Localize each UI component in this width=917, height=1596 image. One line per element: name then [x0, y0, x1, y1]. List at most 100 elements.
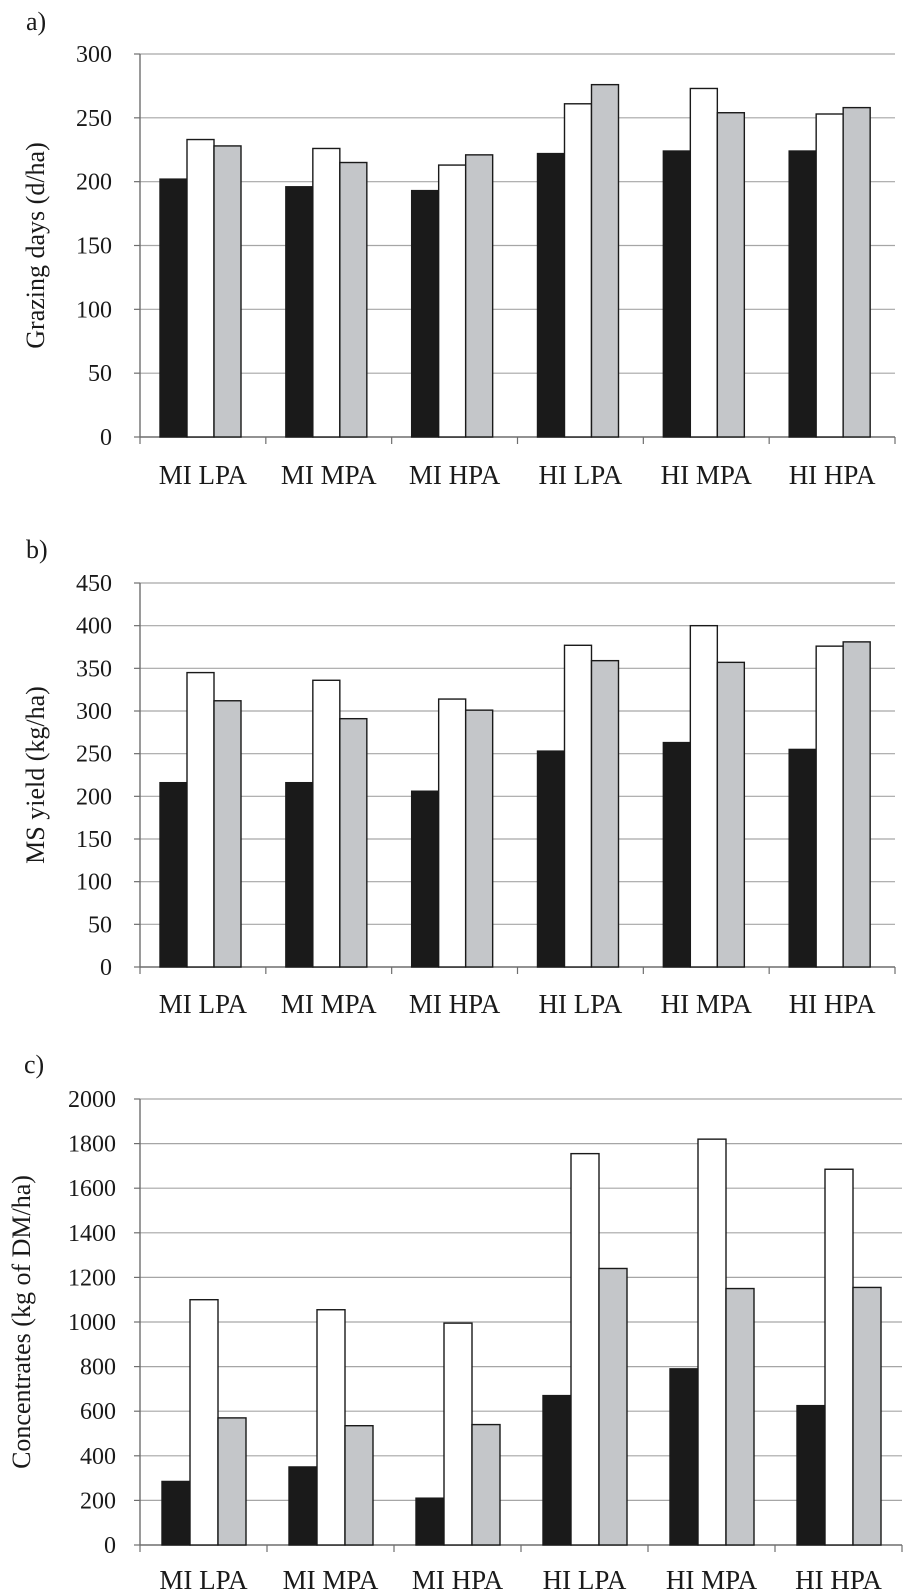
y-tick-label: 200 [80, 1488, 116, 1514]
y-axis-label: Grazing days (d/ha) [21, 142, 50, 348]
bar-series-3 [344, 1424, 374, 1546]
bar-series-1 [662, 741, 692, 968]
x-category-label: MI LPA [159, 1565, 248, 1595]
bar-series-1 [159, 781, 188, 968]
bar-series-1 [662, 150, 692, 438]
x-category-label: MI LPA [159, 460, 248, 490]
bar-series-2 [815, 645, 844, 968]
bar-series-2 [312, 147, 341, 438]
y-tick-label: 1400 [68, 1221, 116, 1247]
bar-series-1 [288, 1466, 318, 1546]
y-tick-label: 250 [76, 742, 112, 768]
y-tick-label: 600 [80, 1399, 116, 1425]
bar-series-2 [824, 1168, 854, 1546]
y-axis-label: MS yield (kg/ha) [21, 686, 50, 864]
x-category-label: MI MPA [281, 989, 377, 1019]
bar-series-2 [437, 164, 467, 438]
y-tick-label: 50 [88, 361, 112, 387]
x-category-label: HI MPA [661, 989, 753, 1019]
bar-series-2 [443, 1322, 473, 1546]
y-tick-label: 450 [76, 571, 112, 597]
y-tick-label: 1800 [68, 1132, 116, 1158]
bar-series-3 [339, 717, 368, 968]
bar-series-3 [217, 1417, 247, 1546]
chart-panel-b: b) 0 50 100 150 200 250 300 350 400 450 MS yield (k… [21, 535, 896, 1019]
y-tick-label: 200 [76, 784, 112, 810]
y-tick-label: 300 [76, 42, 112, 68]
bar-series-1 [669, 1368, 699, 1546]
x-category-label: MI HPA [412, 1565, 504, 1595]
bar-series-3 [590, 659, 620, 968]
y-tick-label: 0 [100, 425, 112, 451]
y-tick-label: 250 [76, 106, 112, 132]
x-category-label: HI HPA [789, 460, 876, 490]
y-axis-label: Concentrates (kg of DM/ha) [7, 1175, 36, 1469]
bar-series-3 [842, 641, 871, 968]
bar-series-3 [590, 83, 620, 438]
x-category-label: HI LPA [539, 460, 623, 490]
panel-label: b) [26, 535, 48, 564]
y-tick-label: 400 [80, 1444, 116, 1470]
y-tick-label: 400 [76, 614, 112, 640]
y-tick-label: 800 [80, 1355, 116, 1381]
bar-series-3 [716, 661, 746, 968]
y-tick-label: 2000 [68, 1087, 116, 1113]
y-tick-label: 50 [88, 912, 112, 938]
bar-series-3 [725, 1287, 755, 1546]
chart-panel-c: c) 0 200 400 600 800 1000 1200 1400 1600 1800 2000 C… [7, 1050, 903, 1595]
chart-panel-a: a) 0 50 100 150 200 250 300 Grazing days (d/ha) M… [21, 7, 896, 490]
x-category-label: HI MPA [661, 460, 753, 490]
bar-series-2 [563, 644, 593, 968]
bar-series-1 [159, 178, 188, 438]
y-tick-label: 200 [76, 170, 112, 196]
bar-series-3 [471, 1423, 501, 1546]
x-category-label: HI HPA [789, 989, 876, 1019]
bar-series-2 [186, 671, 215, 968]
bar-series-2 [697, 1138, 727, 1546]
bar-series-3 [213, 700, 242, 968]
bar-series-2 [316, 1309, 346, 1546]
bar-series-2 [312, 679, 341, 968]
x-category-label: MI HPA [409, 460, 501, 490]
bar-series-2 [689, 624, 719, 968]
bar-series-1 [788, 150, 817, 438]
x-category-label: HI HPA [795, 1565, 882, 1595]
bar-series-2 [815, 113, 844, 438]
bar-series-1 [788, 748, 817, 968]
bar-series-1 [285, 186, 314, 438]
bar-series-3 [716, 112, 746, 438]
y-tick-label: 300 [76, 699, 112, 725]
bar-series-2 [437, 698, 467, 968]
bar-series-1 [410, 790, 440, 968]
bar-series-1 [796, 1404, 826, 1546]
y-tick-label: 150 [76, 827, 112, 853]
y-tick-label: 150 [76, 234, 112, 260]
bar-series-3 [213, 145, 242, 438]
panel-label: a) [26, 7, 46, 36]
y-tick-label: 350 [76, 656, 112, 682]
bar-series-2 [570, 1152, 600, 1546]
bar-series-1 [410, 189, 440, 438]
bar-series-3 [339, 161, 368, 438]
bar-series-1 [542, 1394, 572, 1546]
x-category-label: MI MPA [283, 1565, 379, 1595]
bar-series-3 [598, 1267, 628, 1546]
bar-series-3 [842, 106, 871, 438]
panel-label: c) [24, 1050, 44, 1079]
bar-series-3 [464, 709, 494, 968]
bar-series-1 [415, 1497, 445, 1546]
y-tick-label: 1600 [68, 1176, 116, 1202]
bar-series-2 [186, 138, 215, 438]
bar-series-1 [161, 1480, 191, 1546]
bar-series-1 [536, 152, 566, 438]
y-tick-label: 100 [76, 870, 112, 896]
x-category-label: MI LPA [159, 989, 248, 1019]
y-tick-label: 1200 [68, 1265, 116, 1291]
x-category-label: HI LPA [539, 989, 623, 1019]
bar-series-2 [563, 103, 593, 438]
bar-series-1 [536, 750, 566, 968]
y-tick-label: 0 [104, 1533, 116, 1559]
x-category-label: MI MPA [281, 460, 377, 490]
bar-series-2 [189, 1298, 219, 1546]
